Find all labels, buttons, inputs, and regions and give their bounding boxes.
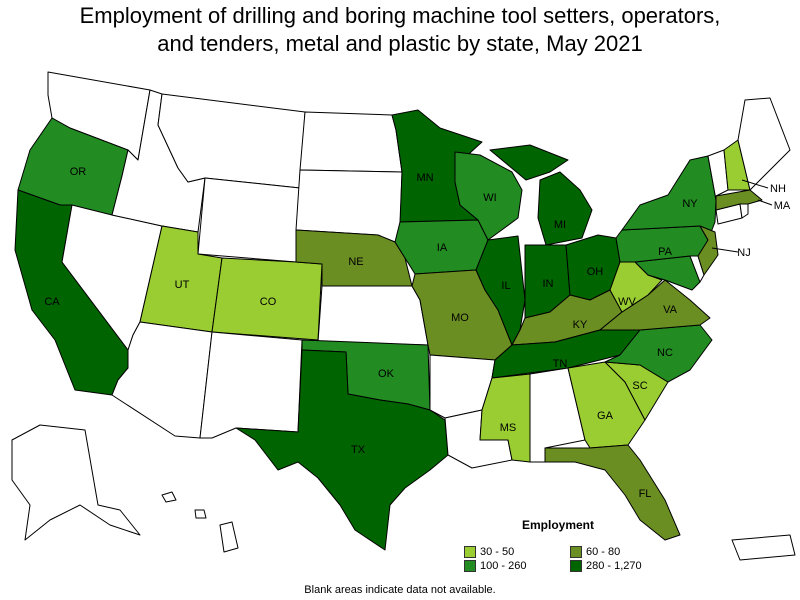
legend-label-3: 100 - 260 (480, 560, 527, 572)
state-VT (707, 149, 729, 201)
label-MA: MA (774, 200, 791, 212)
label-OR: OR (70, 166, 87, 178)
label-KY: KY (573, 319, 588, 331)
nh-callout-line (741, 179, 769, 189)
label-NY: NY (682, 198, 698, 210)
state-HI (161, 491, 239, 553)
legend-title: Employment (522, 518, 595, 532)
state-MI (489, 144, 593, 246)
state-RI (739, 203, 749, 219)
legend-swatch-1 (464, 546, 476, 558)
legend-label-1: 30 - 50 (480, 546, 515, 558)
label-IN: IN (543, 278, 554, 290)
label-OH: OH (587, 266, 604, 278)
state-KS (317, 285, 429, 346)
label-NH: NH (770, 183, 786, 195)
state-WY (197, 177, 301, 263)
state-ME (737, 97, 791, 191)
legend-swatch-4 (570, 560, 582, 572)
label-FL: FL (639, 488, 652, 500)
label-CO: CO (260, 296, 277, 308)
ma-callout-line (757, 199, 773, 206)
legend-item-3: 100 - 260 (464, 560, 526, 572)
state-PR (731, 534, 796, 561)
state-ND (299, 111, 403, 173)
map-title: Employment of drilling and boring machin… (0, 2, 800, 58)
title-line-2: and tenders, metal and plastic by state,… (157, 31, 643, 56)
label-MS: MS (500, 422, 517, 434)
label-NJ: NJ (737, 247, 750, 259)
footnote: Blank areas indicate data not available. (304, 584, 496, 596)
label-WV: WV (618, 296, 636, 308)
label-UT: UT (175, 279, 190, 291)
legend-label-2: 60 - 80 (586, 546, 621, 558)
label-TX: TX (351, 444, 366, 456)
legend-swatch-2 (570, 546, 582, 558)
legend-swatch-3 (464, 560, 476, 572)
legend-item-1: 30 - 50 (464, 546, 514, 558)
state-FL (544, 444, 681, 541)
label-PA: PA (658, 246, 673, 258)
state-AK (11, 424, 141, 541)
label-SC: SC (632, 380, 647, 392)
state-WI (454, 151, 523, 241)
label-OK: OK (378, 368, 395, 380)
label-TN: TN (553, 358, 568, 370)
title-line-1: Employment of drilling and boring machin… (79, 3, 721, 28)
legend-item-2: 60 - 80 (570, 546, 620, 558)
label-NC: NC (657, 347, 673, 359)
label-CA: CA (44, 296, 60, 308)
label-NE: NE (348, 256, 363, 268)
label-IL: IL (501, 280, 510, 292)
label-WI: WI (483, 192, 496, 204)
label-IA: IA (437, 242, 448, 254)
label-MN: MN (416, 172, 433, 184)
state-NJ (697, 225, 719, 276)
state-CO (211, 257, 323, 341)
legend-label-4: 280 - 1,270 (586, 560, 642, 572)
state-TX (235, 349, 449, 551)
state-NM (199, 331, 303, 439)
label-GA: GA (597, 410, 614, 422)
label-VA: VA (663, 304, 678, 316)
label-MI: MI (554, 219, 566, 231)
nj-callout-line (711, 247, 739, 253)
legend-item-4: 280 - 1,270 (570, 560, 642, 572)
label-MO: MO (451, 312, 469, 324)
